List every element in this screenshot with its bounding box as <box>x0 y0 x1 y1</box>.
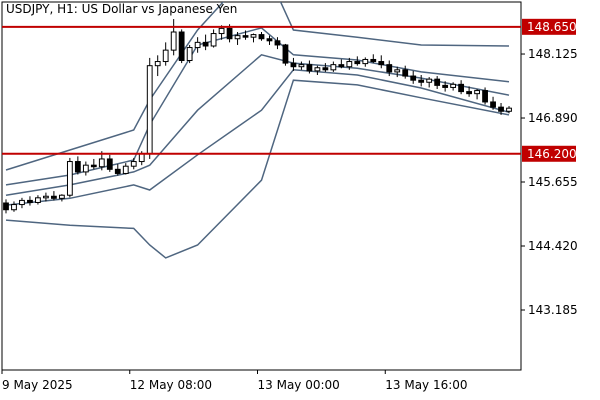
candle-body <box>178 31 185 62</box>
candle-body <box>202 41 209 47</box>
candle-body <box>370 58 377 63</box>
candle-body <box>106 158 113 170</box>
candle-body <box>58 194 65 199</box>
candle-body <box>98 158 105 168</box>
candle-body <box>498 106 504 112</box>
candle-body <box>194 41 201 49</box>
plot-area <box>3 2 512 259</box>
candle-body <box>442 84 449 88</box>
band-line <box>5 53 510 196</box>
candle-body <box>122 165 129 174</box>
candle-body <box>458 83 465 93</box>
candle-body <box>314 67 321 72</box>
candle-body <box>226 27 233 40</box>
y-tick-label: 148.125 <box>528 47 578 61</box>
candle-body <box>490 101 496 108</box>
candle-body <box>3 202 9 211</box>
x-tick-label: 13 May 00:00 <box>258 378 340 392</box>
candle-body <box>346 61 353 68</box>
candle-body <box>338 64 345 68</box>
y-tick-label: 145.655 <box>528 175 578 189</box>
candle-body <box>130 161 137 167</box>
candle-body <box>274 40 281 46</box>
level-label-box <box>522 18 576 35</box>
x-tick-label: 13 May 16:00 <box>385 378 467 392</box>
candle-body <box>354 61 361 65</box>
band-line <box>5 79 510 259</box>
candle-body <box>506 107 512 112</box>
candle-body <box>27 199 33 203</box>
candle-body <box>162 49 169 63</box>
candle-body <box>466 91 472 95</box>
candle-body <box>66 161 73 196</box>
candle-body <box>322 67 329 71</box>
candle-body <box>330 64 337 71</box>
candle-body <box>218 27 225 35</box>
candle-body <box>410 75 417 81</box>
band-line <box>5 69 510 206</box>
candle-body <box>418 79 425 83</box>
candle-body <box>51 195 57 199</box>
y-tick-label: 144.420 <box>528 239 578 253</box>
candle-body <box>11 204 17 211</box>
candle-body <box>90 164 97 168</box>
candle-body <box>434 78 441 86</box>
candle-body <box>19 199 25 206</box>
candle-body <box>82 164 89 173</box>
candle-body <box>210 33 217 47</box>
candle-body <box>258 34 265 40</box>
level-label-box <box>522 145 576 162</box>
candle-body <box>306 64 313 72</box>
candle-body <box>74 161 81 173</box>
candle-body <box>250 34 257 38</box>
candle-body <box>170 31 177 51</box>
candle-body <box>234 35 241 40</box>
y-tick-label: 143.185 <box>528 303 578 317</box>
band-line <box>5 27 510 186</box>
plot-frame <box>1 1 522 371</box>
candle-body <box>290 62 297 68</box>
candle-body <box>474 90 480 95</box>
candle-body <box>386 64 393 73</box>
candle-body <box>298 64 305 68</box>
candle-body <box>426 78 433 83</box>
candle-body <box>154 61 161 67</box>
candle-body <box>450 83 457 88</box>
x-tick-label: 9 May 2025 <box>2 378 73 392</box>
candle-body <box>186 47 193 62</box>
band-line <box>5 2 510 171</box>
candle-body <box>378 61 385 66</box>
candle-body <box>138 153 145 163</box>
y-tick-label: 146.890 <box>528 111 578 125</box>
candle-body <box>282 44 289 64</box>
candle-body <box>266 38 273 42</box>
candle-body <box>35 197 41 203</box>
candle-body <box>362 58 369 65</box>
candle-body <box>402 69 409 77</box>
candle-body <box>146 65 153 155</box>
candle-body <box>482 90 488 103</box>
chart-title: USDJPY, H1: US Dollar vs Japanese Yen <box>6 2 237 16</box>
level-label: 146.200 <box>527 147 577 161</box>
level-label: 148.650 <box>527 20 577 34</box>
candle-body <box>43 195 49 199</box>
candle-body <box>242 35 249 38</box>
candle-body <box>114 168 121 174</box>
x-tick-label: 12 May 08:00 <box>130 378 212 392</box>
candle-body <box>394 69 401 73</box>
